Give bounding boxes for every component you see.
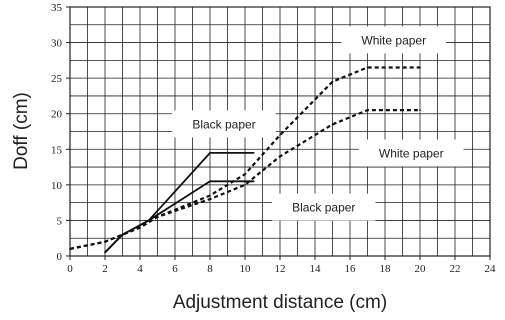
series-4-point: [104, 240, 106, 243]
annotation-label: Black paper: [192, 117, 255, 131]
series-3-point: [209, 194, 211, 197]
series-4-point: [139, 226, 141, 229]
y-tick-label: 10: [51, 180, 63, 192]
series-3-point: [419, 66, 421, 69]
annotation-label: White paper: [379, 147, 444, 161]
series-4-point: [156, 216, 159, 218]
series-4-point: [209, 198, 211, 200]
x-tick-label: 12: [275, 263, 286, 275]
x-tick-label: 2: [102, 263, 108, 275]
annotation-label: White paper: [361, 33, 426, 47]
x-tick-label: 4: [137, 263, 143, 275]
series-4-point: [331, 123, 334, 126]
x-tick-label: 20: [415, 263, 427, 275]
y-tick-label: 25: [51, 73, 63, 85]
series-2-point: [252, 180, 255, 183]
series-4-point: [366, 109, 369, 111]
annotations: White paper Black paper White paper Black p…: [192, 33, 443, 214]
x-tick-label: 24: [485, 263, 497, 275]
series-2-point: [121, 233, 124, 236]
y-tick-label: 35: [51, 2, 63, 14]
series-group: [69, 66, 421, 254]
series-2-point: [104, 251, 106, 254]
series-3-point: [244, 173, 246, 175]
annotation-background: [172, 110, 276, 138]
x-tick-label: 10: [240, 263, 252, 275]
x-tick-label: 14: [310, 263, 322, 275]
y-axis-title: Doff (cm): [11, 92, 32, 170]
y-tick-label: 15: [51, 144, 63, 156]
annotation-label: Black paper: [292, 201, 355, 215]
annotation-background: [358, 139, 464, 167]
series-line-3: [69, 66, 420, 250]
series-4-point: [419, 109, 421, 111]
x-axis-title: Adjustment distance (cm): [173, 292, 387, 313]
series-3-point: [279, 134, 281, 136]
annotation-background: [341, 26, 447, 54]
y-tick-label: 5: [57, 215, 63, 227]
series-3-point: [331, 80, 334, 83]
series-1-point: [252, 152, 255, 154]
series-3-point: [366, 66, 369, 69]
x-tick-label: 8: [207, 263, 213, 275]
x-tick-label: 18: [380, 263, 392, 275]
y-tick-label: 0: [57, 251, 63, 263]
series-4-point: [244, 184, 246, 186]
y-tick-label: 20: [51, 109, 63, 121]
annotation-background: [272, 193, 376, 221]
series-2-point: [209, 180, 211, 183]
series-1-point: [209, 152, 211, 154]
x-tick-label: 22: [450, 263, 461, 275]
x-tick-label: 0: [67, 263, 73, 275]
y-tick-label: 30: [51, 38, 63, 50]
series-line-4: [69, 109, 420, 250]
x-tick-label: 16: [345, 263, 357, 275]
annotation-backgrounds: [172, 26, 464, 221]
series-4-point: [279, 155, 281, 158]
x-tick-label: 6: [172, 263, 178, 275]
